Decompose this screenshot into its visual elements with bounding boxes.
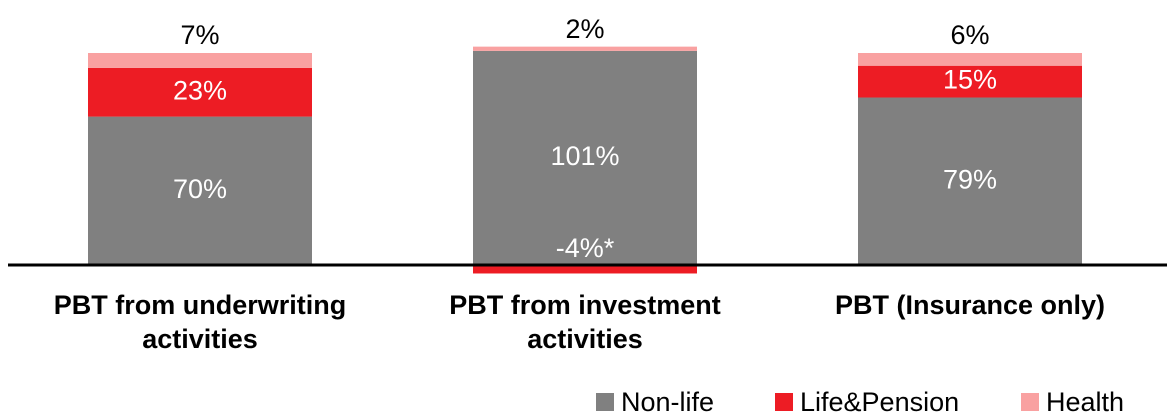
bar-segment (858, 65, 1082, 98)
legend-label: Health (1046, 386, 1125, 417)
data-label: -4%* (556, 233, 615, 263)
x-tick-label: PBT from investment activities (449, 290, 721, 354)
data-label: 15% (943, 65, 997, 95)
bar-segment (473, 50, 697, 265)
data-label: 6% (950, 20, 989, 50)
legend-swatch (775, 393, 793, 411)
bar-segment (473, 46, 697, 51)
legend-swatch (596, 393, 614, 411)
data-label: 70% (173, 174, 227, 204)
data-label: 23% (173, 75, 227, 105)
x-tick-label: PBT (Insurance only) (834, 290, 1106, 320)
bar-segment (858, 53, 1082, 66)
legend-item: Life&Pension (775, 386, 959, 418)
legend-label: Life&Pension (800, 386, 960, 417)
bar-segment (88, 67, 312, 117)
legend-swatch (1021, 393, 1039, 411)
x-tick-label: PBT from underwriting activities (53, 290, 347, 354)
bar-segment (858, 97, 1082, 266)
data-label: 2% (565, 14, 604, 44)
legend-item: Non-life (596, 386, 714, 418)
bar-segment (473, 265, 697, 274)
bar-segment (88, 53, 312, 68)
legend-label: Non-life (621, 386, 715, 417)
data-label: 79% (943, 164, 997, 194)
bar-segment (88, 116, 312, 265)
legend-item: Health (1021, 386, 1124, 418)
data-label: 101% (550, 141, 619, 171)
data-label: 7% (180, 20, 219, 50)
